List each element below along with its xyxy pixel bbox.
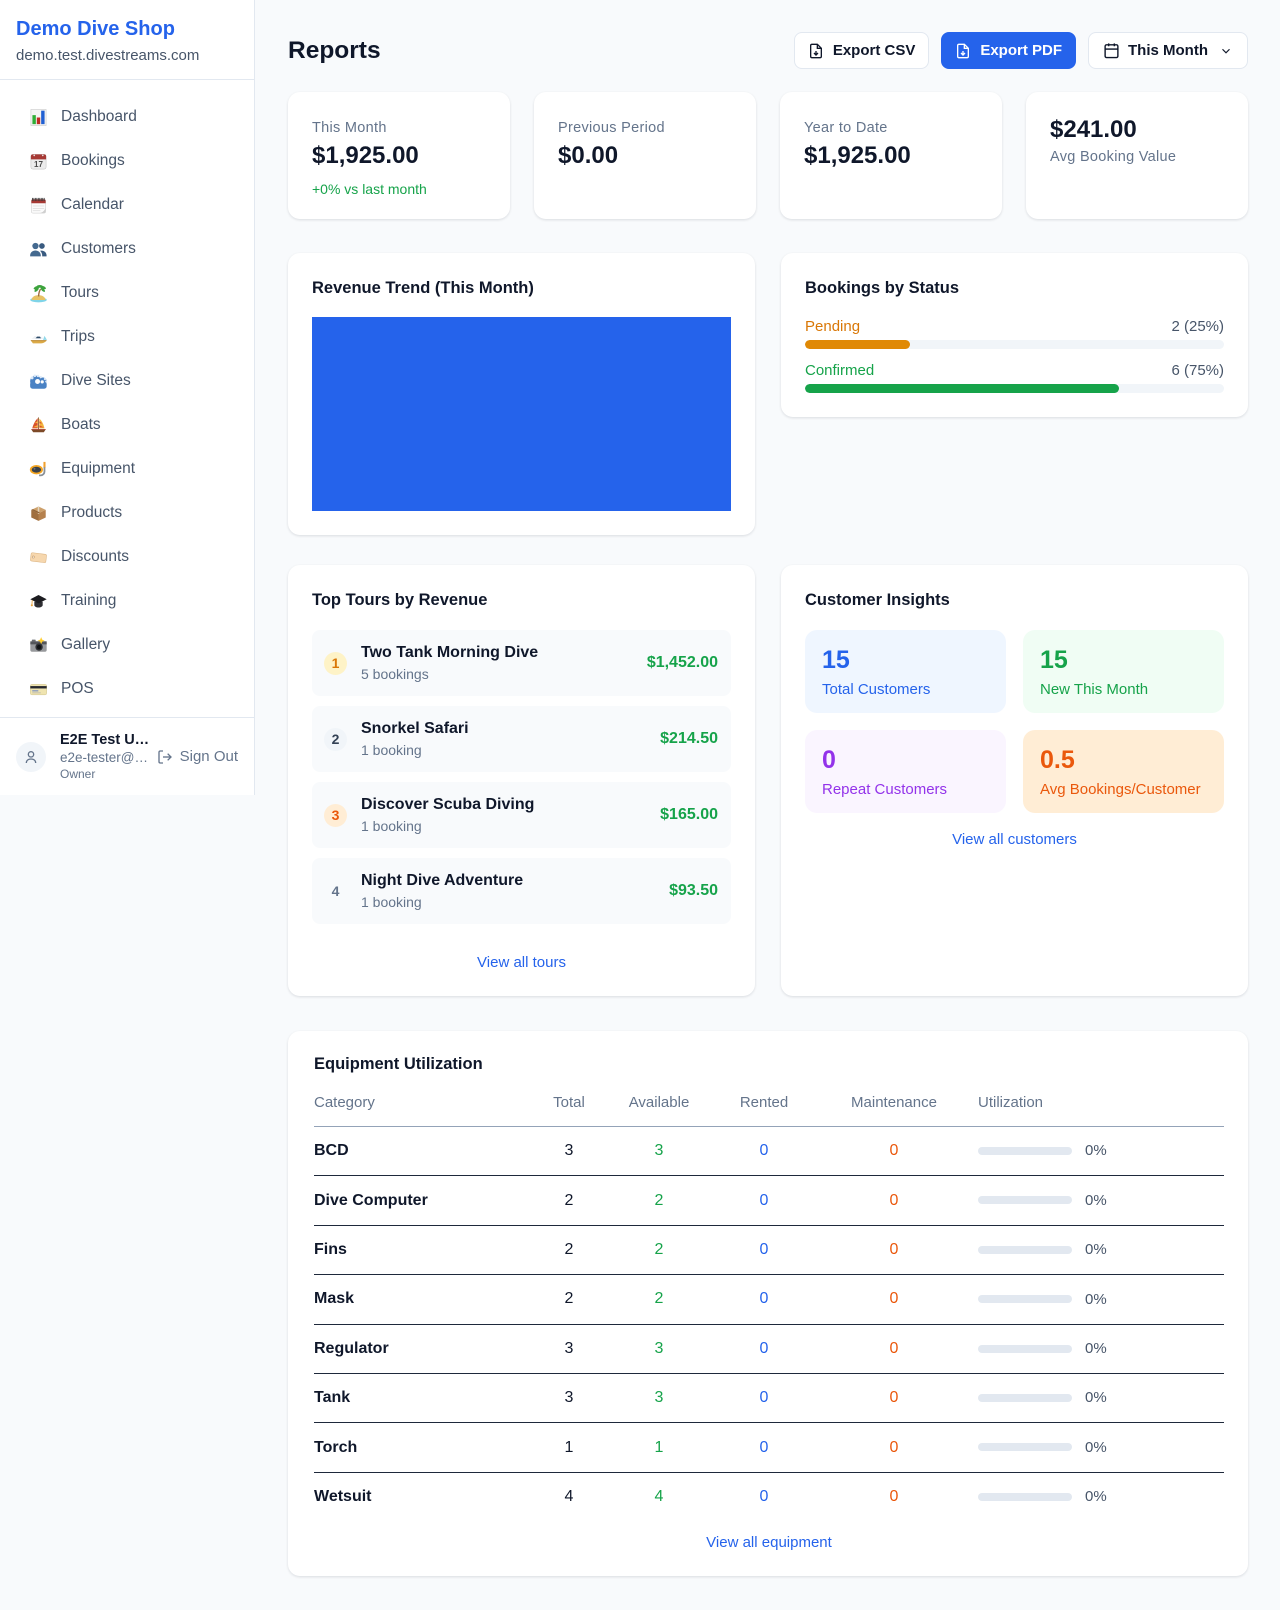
svg-text:17: 17 [34,160,43,169]
